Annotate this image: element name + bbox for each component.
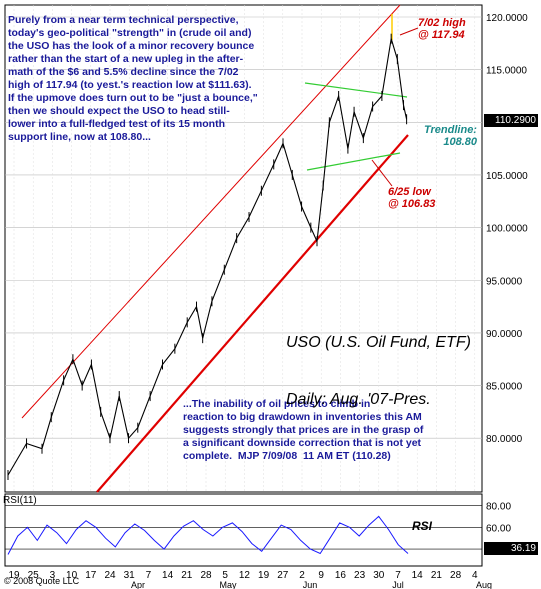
month-label: May [219,580,237,589]
copyright: © 2008 Quote LLC [4,576,80,586]
support-trendline [96,134,409,493]
price-tick-label: 95.0000 [486,276,523,287]
x-tick-label: 21 [181,570,193,581]
price-tick-label: 80.0000 [486,434,523,445]
x-tick-label: 3 [50,570,56,581]
price-tick-label: 100.0000 [486,224,528,235]
price-tick-label: 105.0000 [486,171,528,182]
commentary-bottom: ...The inability of oil prices to climb … [183,398,424,462]
x-tick-label: 21 [431,570,443,581]
month-label: Jul [392,580,404,589]
price-frame [4,4,483,493]
price-series [7,33,408,481]
x-tick-label: 27 [277,570,289,581]
triangle-upper-line [304,82,408,98]
rsi-tick-label: 60.00 [486,523,511,534]
high-annotation: 7/02 high @ 117.94 [418,17,466,41]
x-tick-label: 19 [8,570,20,581]
x-tick-label: 19 [258,570,270,581]
x-tick-label: 30 [373,570,385,581]
x-tick-label: 24 [104,570,116,581]
x-tick-label: 9 [318,570,324,581]
chart-title: USO (U.S. Oil Fund, ETF) [286,334,471,351]
x-tick-label: 28 [200,570,212,581]
x-tick-label: 7 [146,570,152,581]
x-tick-label: 31 [124,570,136,581]
upper-channel-line [21,4,401,419]
x-tick-label: 7 [395,570,401,581]
rsi-label: RSI(11) [3,495,37,506]
last-price-box: 110.2900 [484,114,538,127]
price-tick-label: 115.0000 [486,66,527,77]
rsi-line [7,515,409,555]
x-tick-label: 17 [85,570,97,581]
price-tick-label: 120.0000 [486,13,528,24]
x-tick-label: 5 [222,570,228,581]
x-tick-label: 25 [28,570,40,581]
low-annotation: 6/25 low @ 106.83 [388,186,436,210]
x-tick-label: 28 [450,570,462,581]
price-grid [4,4,483,493]
x-tick-label: 14 [412,570,424,581]
month-label: Jun [303,580,318,589]
channel-lines [21,4,419,493]
rsi-tick-label: 80.00 [486,501,511,512]
x-tick-label: 10 [66,570,78,581]
high-pointer [399,27,419,36]
chart-title-block: USO (U.S. Oil Fund, ETF) Daily: Aug. '07… [286,295,471,428]
trendline-annotation: Trendline: 108.80 [424,124,477,148]
month-label: Apr [131,580,145,589]
rsi-frame [4,493,483,567]
rsi-series [7,515,409,555]
chart-subtitle: Daily: Aug. '07-Pres. [286,391,431,408]
rsi-tag: RSI [412,519,433,533]
triangle-lower-line [306,152,401,171]
commentary-top: Purely from a near term technical perspe… [8,14,258,143]
x-tick-label: 23 [354,570,366,581]
last-rsi-box: 36.19 [484,542,538,555]
low-pointer [371,159,393,187]
x-tick-label: 16 [335,570,347,581]
x-tick-label: 4 [472,570,478,581]
month-label: Aug [476,580,492,589]
price-line [7,38,408,476]
x-axis: 19 25 3 10 17 24 31 7 14 21 28 5 12 19 27 2 9 16 23 30 7 14 21… [8,570,492,589]
x-tick-label: 2 [299,570,305,581]
x-tick-label: 14 [162,570,174,581]
price-tick-label: 85.0000 [486,382,523,393]
price-tick-label: 90.0000 [486,329,523,340]
x-tick-label: 12 [239,570,251,581]
